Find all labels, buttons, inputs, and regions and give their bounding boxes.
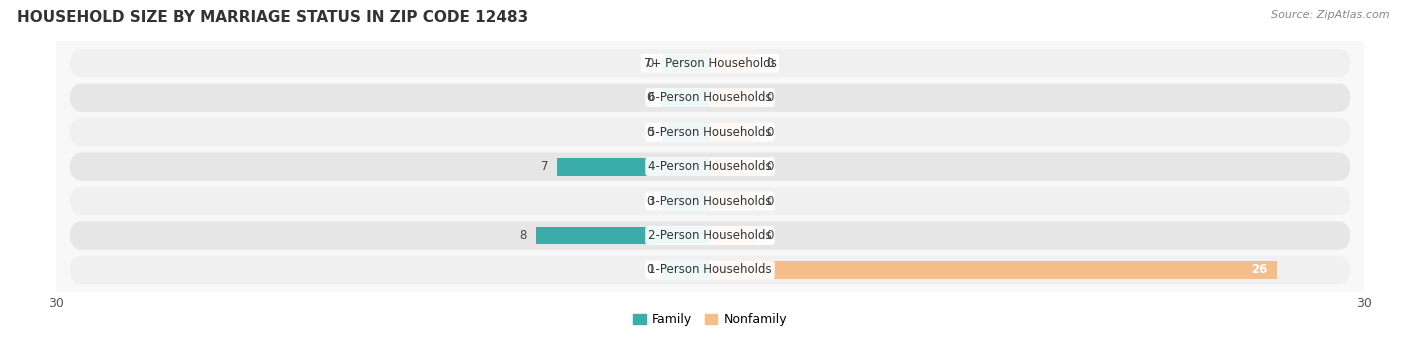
Bar xyxy=(710,54,758,72)
Text: 0: 0 xyxy=(645,126,654,139)
Bar xyxy=(662,192,710,210)
Text: 0: 0 xyxy=(645,57,654,70)
Text: 7+ Person Households: 7+ Person Households xyxy=(644,57,776,70)
Text: 0: 0 xyxy=(766,194,775,207)
Bar xyxy=(710,123,758,141)
Text: 7: 7 xyxy=(541,160,548,173)
Bar xyxy=(662,123,710,141)
Text: 8: 8 xyxy=(520,229,527,242)
Text: 0: 0 xyxy=(645,264,654,276)
Text: 5-Person Households: 5-Person Households xyxy=(648,126,772,139)
Text: 0: 0 xyxy=(645,91,654,104)
FancyBboxPatch shape xyxy=(69,152,1351,181)
Text: 0: 0 xyxy=(766,91,775,104)
Legend: Family, Nonfamily: Family, Nonfamily xyxy=(628,308,792,332)
Text: 0: 0 xyxy=(766,229,775,242)
Text: 26: 26 xyxy=(1251,264,1268,276)
FancyBboxPatch shape xyxy=(69,256,1351,284)
Bar xyxy=(710,192,758,210)
Bar xyxy=(662,261,710,279)
Text: 4-Person Households: 4-Person Households xyxy=(648,160,772,173)
FancyBboxPatch shape xyxy=(69,187,1351,215)
Bar xyxy=(710,226,758,244)
Text: 0: 0 xyxy=(766,57,775,70)
Text: HOUSEHOLD SIZE BY MARRIAGE STATUS IN ZIP CODE 12483: HOUSEHOLD SIZE BY MARRIAGE STATUS IN ZIP… xyxy=(17,10,529,25)
Bar xyxy=(558,158,710,175)
Text: 0: 0 xyxy=(766,126,775,139)
FancyBboxPatch shape xyxy=(69,118,1351,146)
Bar xyxy=(710,158,758,175)
FancyBboxPatch shape xyxy=(69,49,1351,77)
Bar xyxy=(662,54,710,72)
FancyBboxPatch shape xyxy=(69,84,1351,112)
Text: 2-Person Households: 2-Person Households xyxy=(648,229,772,242)
Text: Source: ZipAtlas.com: Source: ZipAtlas.com xyxy=(1271,10,1389,20)
Text: 0: 0 xyxy=(645,194,654,207)
FancyBboxPatch shape xyxy=(69,221,1351,250)
Text: 6-Person Households: 6-Person Households xyxy=(648,91,772,104)
Bar xyxy=(710,261,1277,279)
Text: 1-Person Households: 1-Person Households xyxy=(648,264,772,276)
Text: 0: 0 xyxy=(766,160,775,173)
Bar xyxy=(662,89,710,107)
Bar xyxy=(536,226,710,244)
Bar xyxy=(710,89,758,107)
Text: 3-Person Households: 3-Person Households xyxy=(648,194,772,207)
